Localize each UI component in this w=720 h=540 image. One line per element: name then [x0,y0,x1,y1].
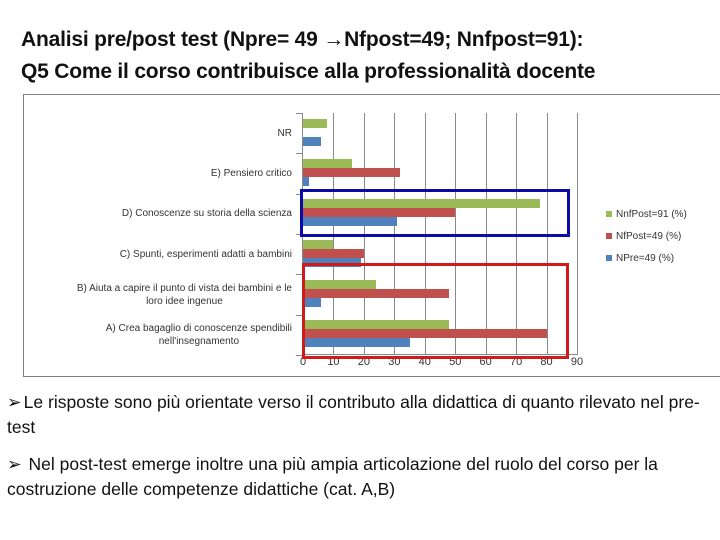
red-highlight-box [302,263,569,359]
legend-swatch-icon [606,233,612,239]
category-label: C) Spunti, esperimenti adatti a bambini [119,248,292,260]
title-line-1: Analisi pre/post test (Npre= 49 →Nfpost=… [21,28,584,51]
x-tick-label: 40 [418,356,431,368]
category-label: A) Crea bagaglio di conoscenze spendibil… [105,322,292,347]
bar [303,208,456,218]
bar [303,118,328,128]
bullet-2-text: Nel post-test emerge inoltre una più amp… [7,454,658,499]
x-tick-label: 50 [449,356,462,368]
y-axis-tick [296,234,302,235]
slide-title: Analisi pre/post test (Npre= 49 →Nfpost=… [21,24,720,88]
arrow-bullet-icon: ➢ [7,392,22,412]
y-axis-tick [296,274,302,276]
category-label: B) Aiuta a capire il punto di vista dei … [76,282,292,307]
legend-item: NPre=49 (%) [606,247,687,269]
bar [303,248,364,258]
x-tick-label: 80 [540,356,553,368]
legend-item: NfPost=49 (%) [606,225,687,247]
bar [303,280,377,289]
bar [303,289,450,298]
chart-frame [23,94,720,377]
bar [303,298,322,307]
bar [303,320,450,330]
arrow-bullet-icon: ➢ [7,454,22,474]
legend-label: NPre=49 (%) [616,252,675,264]
x-tick-label: 30 [388,356,401,368]
bar [303,199,541,209]
gridline [577,113,578,355]
x-tick-label: 60 [479,356,492,368]
bar [303,159,352,168]
bar [303,329,547,339]
category-label: E) Pensiero critico [210,168,292,179]
y-axis-tick [296,314,302,316]
x-tick-label: 70 [509,356,523,368]
category-label: NR [277,127,292,139]
bullet-2: ➢ Nel post-test emerge inoltre una più a… [7,452,719,502]
x-tick-label: 10 [327,356,340,368]
blue-highlight-box [300,189,570,237]
chart-legend: NnfPost=91 (%) NfPost=49 (%) NPre=49 (%) [606,203,687,269]
bar [303,177,310,186]
legend-item: NnfPost=91 (%) [606,203,687,225]
bar [303,217,398,227]
y-axis-tick [296,193,302,195]
bar [303,257,361,267]
title-line-2: Q5 Come il corso contribuisce alla profe… [21,60,596,83]
bullet-1-text: Le risposte sono più orientate verso il … [7,392,700,437]
bar [303,239,334,249]
bar [303,338,410,348]
x-tick-label: 90 [570,356,584,368]
x-tick-label: 0 [299,356,307,368]
y-axis-tick [296,153,302,155]
legend-swatch-icon [606,211,612,217]
legend-label: NnfPost=91 (%) [616,208,687,220]
x-tick-label: 20 [357,356,370,368]
legend-swatch-icon [606,255,612,261]
bullet-list: ➢ Le risposte sono più orientate verso il… [7,390,719,514]
bar [303,136,322,146]
legend-label: NfPost=49 (%) [616,230,682,242]
y-axis-tick [296,355,302,356]
y-axis-tick [296,113,302,114]
category-label: D) Conoscenze su storia della scienza [121,208,292,220]
bullet-1: ➢ Le risposte sono più orientate verso il… [7,390,719,440]
bar [303,168,401,177]
x-axis [302,354,577,355]
